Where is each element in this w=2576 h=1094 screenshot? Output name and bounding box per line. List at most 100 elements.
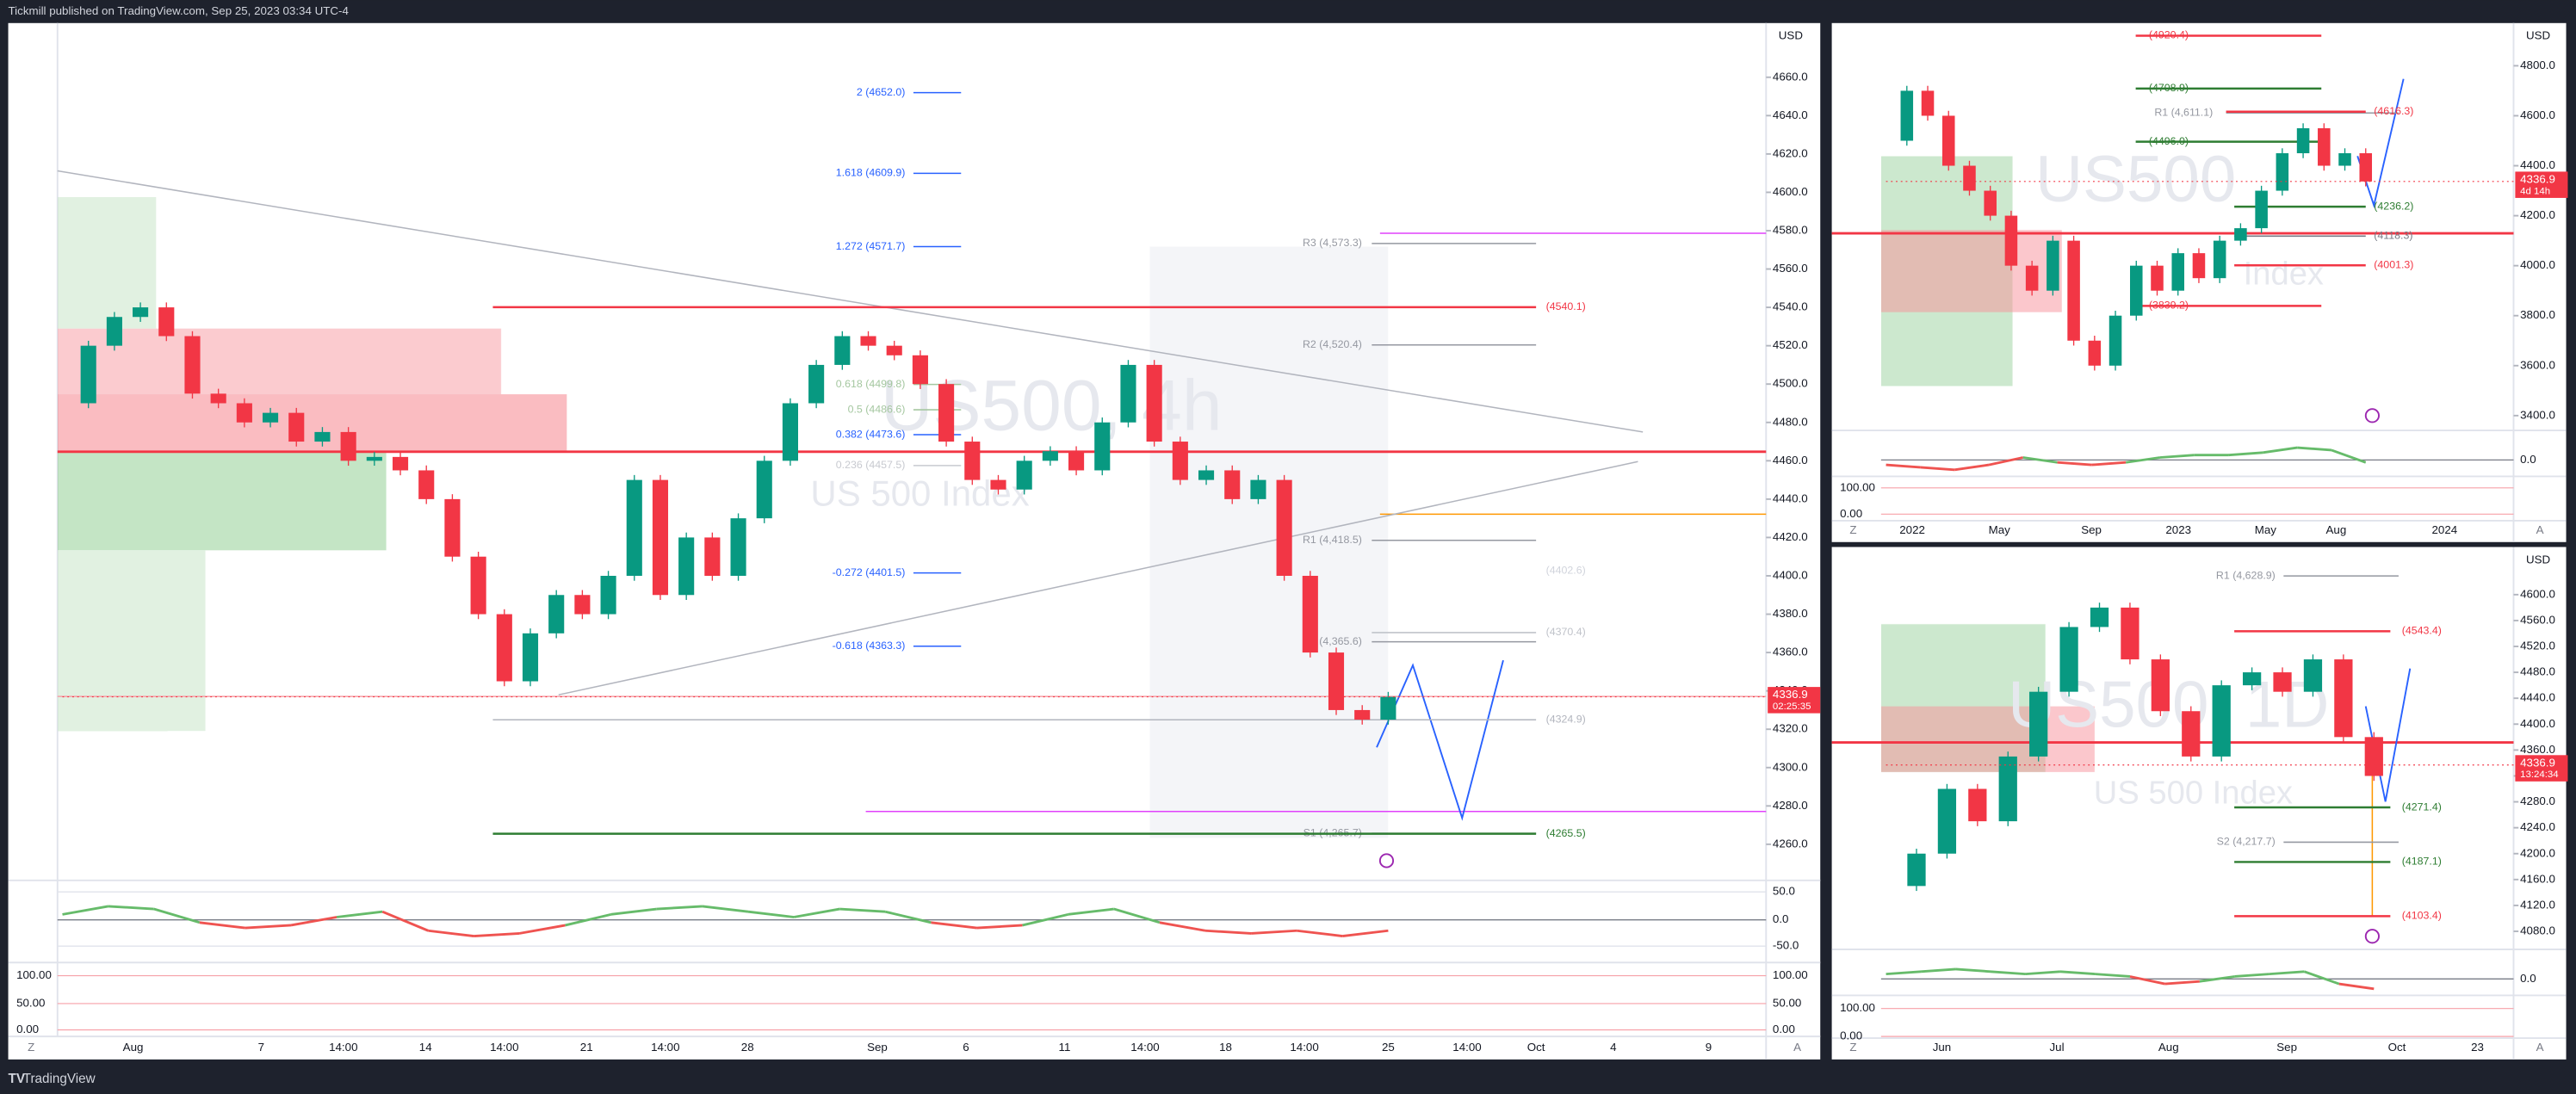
candle-body <box>2029 691 2048 757</box>
candle-body <box>522 633 539 682</box>
candle-body <box>912 355 928 385</box>
candle-body <box>392 456 409 471</box>
candle-body <box>990 479 1006 490</box>
time-label: 11 <box>1059 1041 1071 1054</box>
candle-body <box>366 456 382 461</box>
time-label: Oct <box>1527 1041 1545 1054</box>
currency-label: USD <box>2526 29 2550 42</box>
panel-left <box>8 22 1821 1060</box>
candle-body <box>860 336 876 346</box>
footer-logo[interactable]: TradingView <box>23 1072 96 1086</box>
oscillator-segment <box>1068 907 1114 916</box>
price-tick-label: 4560.0 <box>1773 262 1808 275</box>
price-tick-label: 4600.0 <box>1773 185 1808 198</box>
level-label: (4265.5) <box>1546 827 1586 839</box>
candle-body <box>1941 115 1955 166</box>
price-tick-label: 4660.0 <box>1773 70 1808 83</box>
level-label: 0.236 (4457.5) <box>836 459 906 471</box>
price-tick-label: 4400.0 <box>2520 158 2555 171</box>
candle-body <box>444 498 461 557</box>
oscillator-segment <box>2091 460 2127 467</box>
price-tick-label: 4440.0 <box>2520 691 2555 704</box>
price-tick-label: 4200.0 <box>2520 846 2555 859</box>
price-badge <box>2515 755 2568 782</box>
price-badge-label: 4336.9 <box>1773 688 1808 701</box>
time-label: Aug <box>123 1041 144 1054</box>
osc-tick-label: 0.0 <box>1773 912 1789 925</box>
price-tick-label: 3800.0 <box>2520 308 2555 321</box>
price-tick-label: 4600.0 <box>2520 108 2555 121</box>
price-tick-label: 4160.0 <box>2520 872 2555 885</box>
countdown-label: 02:25:35 <box>1773 702 1811 712</box>
price-tick-label: 4560.0 <box>2520 613 2555 626</box>
watermark: Index <box>2244 256 2324 293</box>
oscillator-segment <box>839 907 886 913</box>
level-label: (4708.9) <box>2149 82 2189 94</box>
price-tick-label: 4420.0 <box>1773 530 1808 543</box>
oscillator-segment <box>2199 975 2235 983</box>
candle-body <box>2338 153 2351 166</box>
scale-button[interactable]: A <box>1793 1041 1801 1054</box>
scale-button[interactable]: A <box>2536 1041 2544 1054</box>
level-label: (4616.3) <box>2374 105 2413 117</box>
watermark: US500 <box>2035 143 2236 216</box>
candle-body <box>418 470 435 499</box>
candle-body <box>2151 265 2164 291</box>
level-label: 2 (4652.0) <box>857 86 905 98</box>
candle-body <box>2276 153 2289 191</box>
oscillator-segment <box>1297 929 1343 937</box>
scale-button[interactable]: A <box>2536 523 2544 536</box>
candle-body <box>2047 240 2059 291</box>
scale-button[interactable]: Z <box>28 1041 34 1054</box>
scale-button[interactable]: Z <box>1849 1041 1856 1054</box>
oscillator-segment <box>153 907 201 924</box>
oscillator-segment <box>381 910 429 932</box>
time-label: 18 <box>1219 1041 1232 1054</box>
time-label: 2022 <box>1899 523 1925 536</box>
watermark: US 500 Index <box>2094 775 2293 812</box>
price-tick-label: 4200.0 <box>2520 208 2555 221</box>
candle-body <box>2296 127 2310 154</box>
candle-body <box>1937 788 1957 854</box>
price-tick-label: 4540.0 <box>1773 300 1808 313</box>
stoch-tick-label: 0.00 <box>1840 507 1862 520</box>
level-label: 1.272 (4571.7) <box>836 240 906 252</box>
candle-body <box>782 403 798 461</box>
level-label: R2 (4,520.4) <box>1303 338 1362 350</box>
candle-body <box>2234 228 2247 241</box>
level-label: (4920.4) <box>2149 29 2189 41</box>
candle-body <box>938 384 955 442</box>
level-label: (4543.4) <box>2402 625 2442 637</box>
countdown-label: 13:24:34 <box>2520 770 2559 780</box>
candle-body <box>1921 90 1935 116</box>
candle-body <box>1016 460 1032 490</box>
oscillator-segment <box>474 931 520 937</box>
price-tick-label: 4380.0 <box>1773 607 1808 620</box>
candle-body <box>1146 364 1162 442</box>
candle-body <box>1998 756 2017 822</box>
candle-body <box>1068 451 1085 471</box>
time-label: 14:00 <box>1290 1041 1318 1054</box>
currency-label: USD <box>1779 29 1803 42</box>
time-label: May <box>1989 523 2011 536</box>
candle-body <box>470 556 486 615</box>
price-tick-label: 4300.0 <box>1773 760 1808 773</box>
osc-tick-label: 50.0 <box>1773 885 1795 898</box>
time-label: 14:00 <box>329 1041 357 1054</box>
price-tick-label: 4360.0 <box>2520 743 2555 756</box>
price-tick-label: 4500.0 <box>1773 377 1808 390</box>
candle-body <box>263 412 279 423</box>
time-label: 14:00 <box>1452 1041 1481 1054</box>
oscillator-segment <box>1954 463 1990 472</box>
price-tick-label: 4000.0 <box>2520 258 2555 271</box>
level-label: 0.382 (4473.6) <box>836 428 906 440</box>
time-label: 2024 <box>2432 523 2458 536</box>
oscillator-segment <box>2025 970 2061 976</box>
scale-button[interactable]: Z <box>1849 523 1856 536</box>
candle-body <box>2242 672 2262 686</box>
oscillator-segment <box>2269 970 2305 976</box>
stoch-tick-label: 0.00 <box>16 1023 39 1035</box>
oscillator-segment <box>1113 907 1161 924</box>
oscillator-segment <box>610 907 657 916</box>
